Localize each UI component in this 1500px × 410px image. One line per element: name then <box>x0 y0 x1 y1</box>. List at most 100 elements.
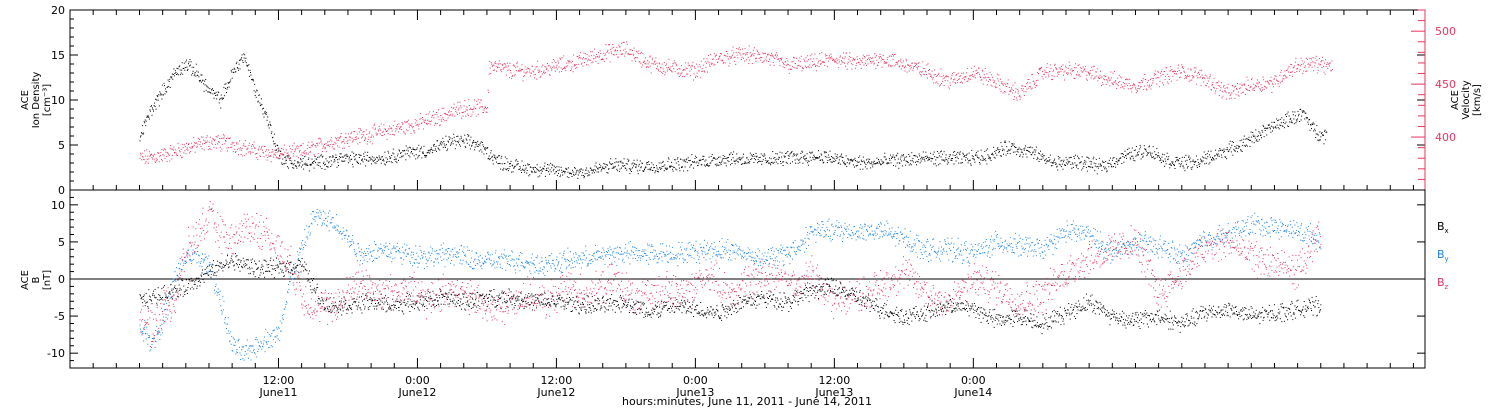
velocity-points-point <box>306 148 308 149</box>
ion-density-points-point <box>1172 161 1174 163</box>
velocity-points-point <box>1110 71 1112 73</box>
ion-density-points-point <box>559 176 561 177</box>
velocity-points-point <box>922 61 924 63</box>
velocity-points-point <box>1011 92 1013 94</box>
velocity-points-point <box>517 70 519 72</box>
ion-density-points-point <box>571 176 573 177</box>
velocity-points-point <box>239 140 240 142</box>
velocity-points-point <box>1084 65 1086 67</box>
velocity-points-point <box>637 53 639 55</box>
velocity-points-point <box>1199 69 1201 71</box>
ion-density-points-point <box>1286 113 1288 115</box>
velocity-points-point <box>878 56 880 58</box>
velocity-points-point <box>451 106 453 108</box>
by-points-point <box>293 277 295 279</box>
velocity-points-point <box>939 75 941 77</box>
velocity-points-point <box>342 141 344 142</box>
ion-density-points-point <box>876 162 878 163</box>
velocity-points-point <box>1235 85 1236 87</box>
ion-density-points-point <box>1044 160 1046 162</box>
velocity-points-point <box>367 139 369 140</box>
ion-density-points-point <box>1068 162 1070 164</box>
ion-density-points-point <box>490 152 492 154</box>
velocity-points-point <box>1010 90 1012 92</box>
ion-density-points-point <box>1013 143 1015 145</box>
velocity-points-point <box>247 151 249 153</box>
ion-density-points-point <box>1090 166 1092 168</box>
velocity-points-point <box>599 55 601 57</box>
ion-density-points-point <box>1051 165 1053 167</box>
ion-density-points-point <box>445 144 447 146</box>
ion-density-points-point <box>206 85 208 87</box>
velocity-points-point <box>870 61 872 63</box>
ion-density-points-point <box>864 162 866 164</box>
by-points-point <box>234 341 236 343</box>
velocity-points-point <box>796 67 798 69</box>
ion-density-points-point <box>620 160 622 162</box>
velocity-points-point <box>586 54 588 56</box>
velocity-points-point <box>1304 66 1306 68</box>
velocity-points-point <box>799 61 801 63</box>
velocity-points-point <box>1317 66 1319 68</box>
velocity-points-point <box>537 60 539 62</box>
ion-density-points-point <box>353 156 355 158</box>
ion-density-points-point <box>223 87 225 89</box>
ion-density-points-point <box>1107 162 1109 164</box>
ion-density-points-point <box>447 140 449 142</box>
ion-density-points-point <box>608 168 609 170</box>
velocity-points-point <box>1034 82 1036 84</box>
velocity-points-point <box>233 145 235 147</box>
velocity-points-point <box>897 62 899 64</box>
ion-density-points-point <box>469 139 471 141</box>
ion-density-points-point <box>968 152 970 154</box>
ion-density-points-point <box>149 109 151 111</box>
ion-density-points-point <box>1156 156 1158 158</box>
ion-density-points-point <box>897 158 899 160</box>
ion-density-points-point <box>617 161 619 163</box>
velocity-points-point <box>1313 70 1315 72</box>
ion-density-points-point <box>1049 159 1051 161</box>
by-points-point <box>154 347 156 348</box>
by-points-point <box>150 349 152 351</box>
ion-density-points-point <box>1043 155 1045 157</box>
ion-density-points-point <box>1065 157 1067 159</box>
velocity-points-point <box>807 66 809 67</box>
ion-density-points-point <box>427 150 429 151</box>
ion-density-points-point <box>1078 158 1080 160</box>
velocity-points-point <box>1300 57 1302 59</box>
velocity-points-point <box>818 66 820 67</box>
velocity-points-point <box>297 157 299 159</box>
velocity-points-point <box>287 152 289 154</box>
ion-density-points-point <box>473 141 475 143</box>
velocity-points-point <box>915 62 917 64</box>
velocity-points-point <box>442 117 444 119</box>
velocity-points-point <box>423 128 424 130</box>
ion-density-points-point <box>995 150 997 151</box>
velocity-points-point <box>409 124 411 126</box>
ion-density-points-point <box>191 66 193 68</box>
velocity-points-point <box>587 64 589 66</box>
velocity-points-point <box>324 143 325 145</box>
velocity-points-point <box>211 143 213 145</box>
ion-density-points-point <box>592 170 594 172</box>
velocity-points-point <box>1129 78 1131 80</box>
ion-density-points-point <box>1261 137 1262 139</box>
velocity-points-point <box>542 64 544 66</box>
ion-density-points-point <box>1261 129 1263 131</box>
by-points-point <box>310 213 312 215</box>
ion-density-points-point <box>157 99 159 101</box>
velocity-points-point <box>1196 75 1198 77</box>
velocity-points-point <box>453 107 455 109</box>
ion-density-points-point <box>276 149 277 151</box>
velocity-points-point <box>256 153 258 155</box>
velocity-points-point <box>302 155 304 156</box>
velocity-points-point <box>230 146 232 148</box>
velocity-points-point <box>391 130 393 132</box>
velocity-points-point <box>959 75 961 77</box>
velocity-points-point <box>472 109 473 110</box>
velocity-points-point <box>591 62 593 64</box>
ion-density-points-point <box>943 159 945 161</box>
velocity-points-point <box>162 149 164 151</box>
velocity-points-point <box>467 113 469 115</box>
ion-density-points-point <box>1282 125 1284 127</box>
